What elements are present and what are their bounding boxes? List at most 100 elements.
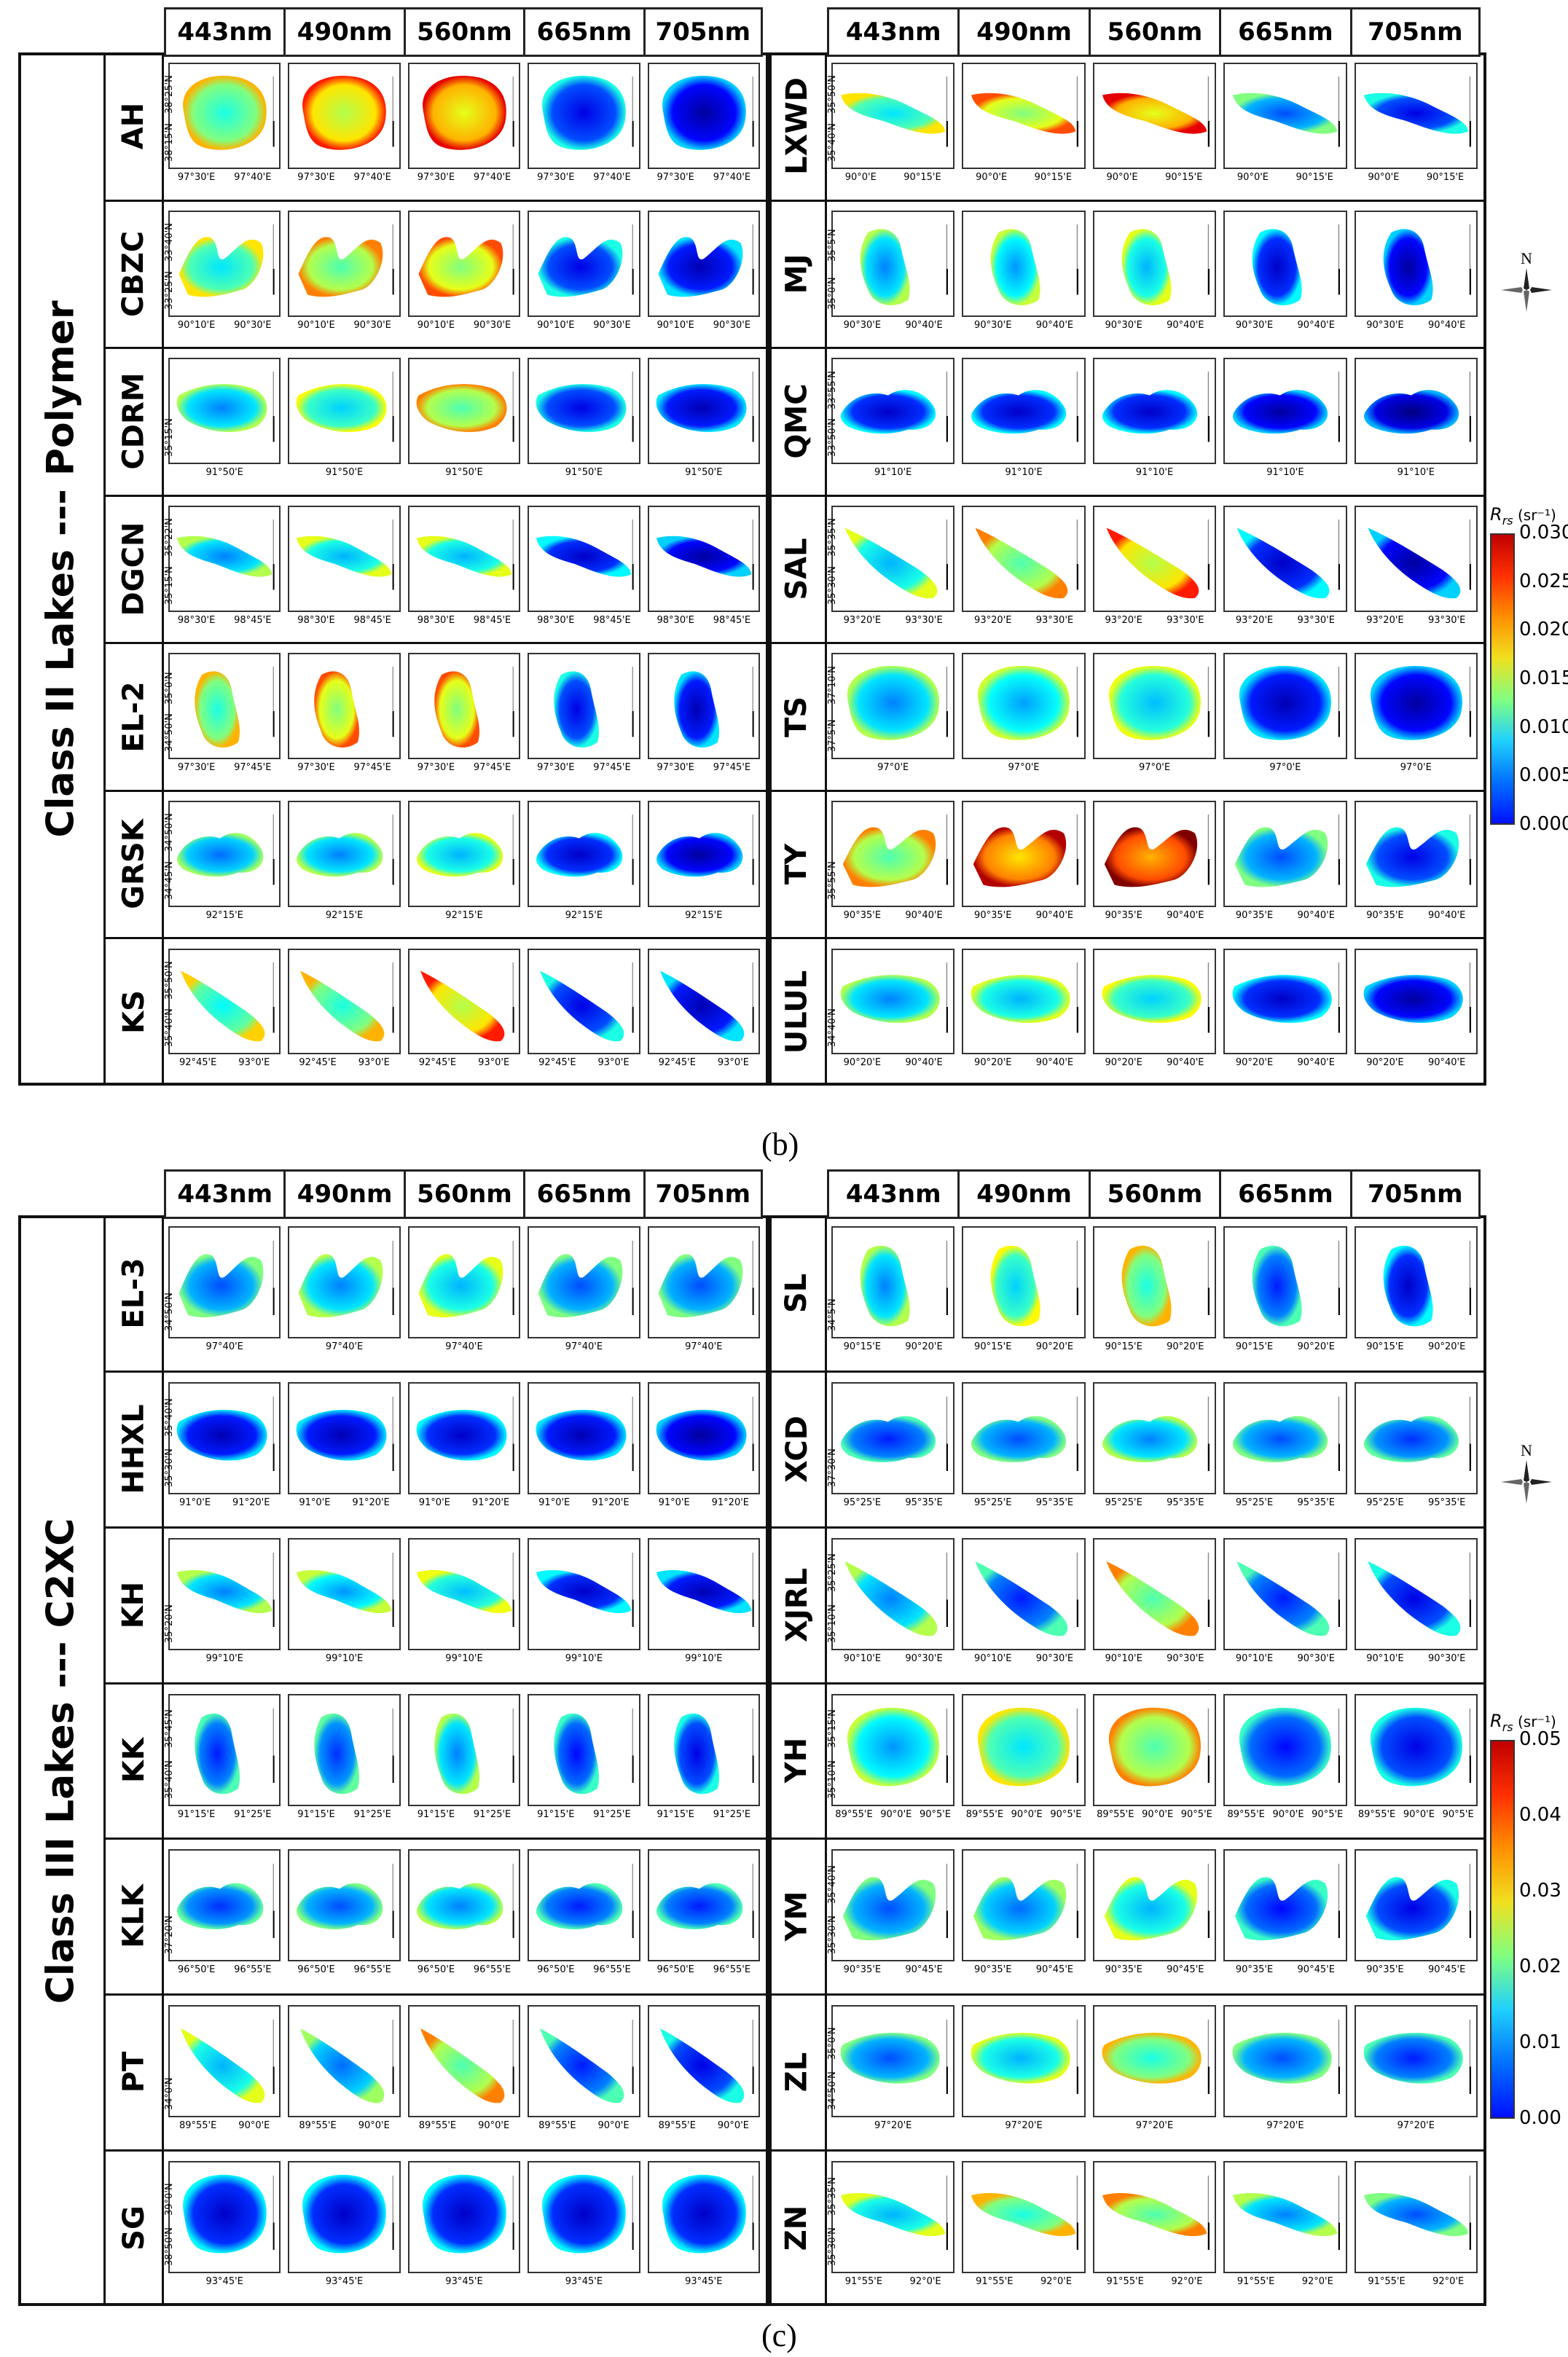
longitude-tick: 90°15'E [974, 1341, 1012, 1352]
longitude-tick: 92°0'E [1171, 2276, 1203, 2288]
lake-shape [542, 2174, 626, 2254]
scale-bar [1338, 859, 1341, 885]
scale-bar [512, 711, 514, 737]
scale-bar [393, 2066, 395, 2095]
longitude-tick: 93°0'E [238, 1057, 270, 1069]
scale-bar [1207, 2020, 1209, 2067]
lake-shape [842, 827, 936, 887]
longitude-ticks: 97°30'E 97°45'E [288, 762, 400, 773]
lake-map-thumbnail [407, 1693, 521, 1806]
longitude-tick: 90°5'E [919, 1808, 952, 1820]
longitude-tick: 90°0'E [238, 2120, 270, 2132]
scale-bar [1077, 519, 1078, 564]
longitude-tick: 93°20'E [974, 614, 1012, 626]
longitude-tick: 90°35'E [974, 909, 1012, 921]
scale-bar [1077, 1006, 1079, 1033]
row-divider [106, 642, 769, 645]
scale-bar [273, 2222, 275, 2251]
scale-bar [1207, 667, 1209, 712]
longitude-ticks: 93°45'E [528, 2276, 640, 2287]
lake-shape [418, 1254, 503, 1318]
scale-bar [1207, 121, 1210, 147]
latitude-tick: 35°35'N [827, 2176, 838, 2216]
longitude-tick: 92°45'E [418, 1057, 457, 1069]
longitude-tick: 90°35'E [843, 909, 882, 921]
longitude-tick: 93°30'E [1035, 614, 1074, 626]
lake-reflectance-map [1363, 1396, 1471, 1471]
lake-reflectance-map [860, 1240, 948, 1327]
scale-bar [632, 1006, 634, 1033]
longitude-ticks: 97°0'E [831, 762, 954, 773]
lake-reflectance-map [1104, 1864, 1210, 1941]
longitude-tick: 97°0'E [1269, 762, 1301, 774]
band-label: 560nm [403, 1169, 524, 1219]
lake-shape [420, 2028, 505, 2103]
longitude-tick: 97°0'E [1400, 762, 1432, 774]
longitude-tick: 90°40'E [1297, 319, 1335, 331]
longitude-tick: 91°55'E [1368, 2276, 1406, 2288]
scale-bar [1207, 1287, 1210, 1315]
lake-reflectance-map [434, 1708, 514, 1794]
longitude-ticks: 90°10'E 90°30'E [408, 320, 520, 331]
longitude-tick: 96°50'E [656, 1964, 694, 1976]
longitude-tick: 97°40'E [713, 172, 751, 184]
scale-bar [393, 121, 395, 147]
scale-bar [512, 1287, 514, 1315]
lake-shape [314, 1713, 360, 1794]
latitude-tick: 34°50'N [827, 2071, 838, 2111]
lake-map-thumbnail [288, 1225, 401, 1338]
latitude-tick: 35°15'N [164, 565, 175, 605]
longitude-ticks: 89°55'E 90°0'E 90°5'E [962, 1809, 1085, 1820]
scale-bar [393, 268, 395, 295]
lake-shape [1121, 1245, 1172, 1327]
lake-shape [844, 528, 938, 599]
lake-shape [536, 1569, 632, 1613]
lake-reflectance-map [297, 519, 395, 590]
scale-bar [1207, 224, 1209, 269]
scale-bar [393, 1599, 395, 1627]
scale-bar [1077, 711, 1079, 737]
lake-shape [841, 93, 946, 134]
longitude-tick: 96°50'E [297, 1964, 335, 1976]
longitude-ticks: 89°55'E 90°0'E [168, 2120, 281, 2131]
lake-map-thumbnail [1092, 2005, 1217, 2118]
band-label: 490nm [283, 1169, 404, 1219]
colorbar-tick: 0.005 [1519, 764, 1568, 787]
lake-map-thumbnail [647, 1225, 760, 1338]
lake-shape [179, 1254, 264, 1318]
longitude-tick: 98°30'E [297, 614, 335, 626]
scale-bar [1338, 815, 1340, 860]
lake-map-thumbnail [962, 1849, 1086, 1962]
scale-bar [752, 1006, 754, 1033]
lake-name-text: ULUL [780, 970, 814, 1054]
lake-map-thumbnail [168, 948, 281, 1055]
row-divider [106, 937, 769, 940]
longitude-tick: 90°30'E [974, 319, 1012, 331]
lake-map-thumbnail [831, 801, 955, 907]
lake-reflectance-map [1102, 372, 1210, 442]
scale-bar [946, 1240, 948, 1288]
longitude-ticks: 92°45'E 93°0'E [168, 1057, 281, 1068]
scale-bar [1469, 1755, 1471, 1783]
longitude-tick: 96°55'E [593, 1964, 631, 1976]
longitude-tick: 90°20'E [843, 1057, 882, 1069]
scale-bar [512, 1708, 514, 1756]
scale-bar [1469, 372, 1470, 417]
latitude-tick: 35°15'N [827, 1709, 838, 1749]
lake-map-thumbnail [1354, 801, 1478, 907]
longitude-tick: 90°15'E [903, 172, 941, 184]
longitude-ticks: 91°0'E 91°20'E [168, 1497, 281, 1508]
longitude-ticks: 97°20'E [962, 2120, 1085, 2131]
lake-reflectance-map [1233, 2176, 1341, 2251]
lake-name-label: YM [769, 1838, 827, 1995]
longitude-ticks: 95°25'E 95°35'E [831, 1497, 954, 1508]
longitude-tick: 90°40'E [1427, 319, 1466, 331]
longitude-tick: 96°50'E [417, 1964, 455, 1976]
longitude-tick: 90°10'E [656, 319, 694, 331]
lake-map-thumbnail [962, 1381, 1086, 1494]
lake-map-thumbnail [1223, 1849, 1347, 1962]
lake-shape [297, 1569, 392, 1613]
lake-shape [971, 390, 1067, 434]
longitude-ticks: 91°50'E [408, 467, 520, 478]
longitude-tick: 91°50'E [685, 467, 723, 479]
